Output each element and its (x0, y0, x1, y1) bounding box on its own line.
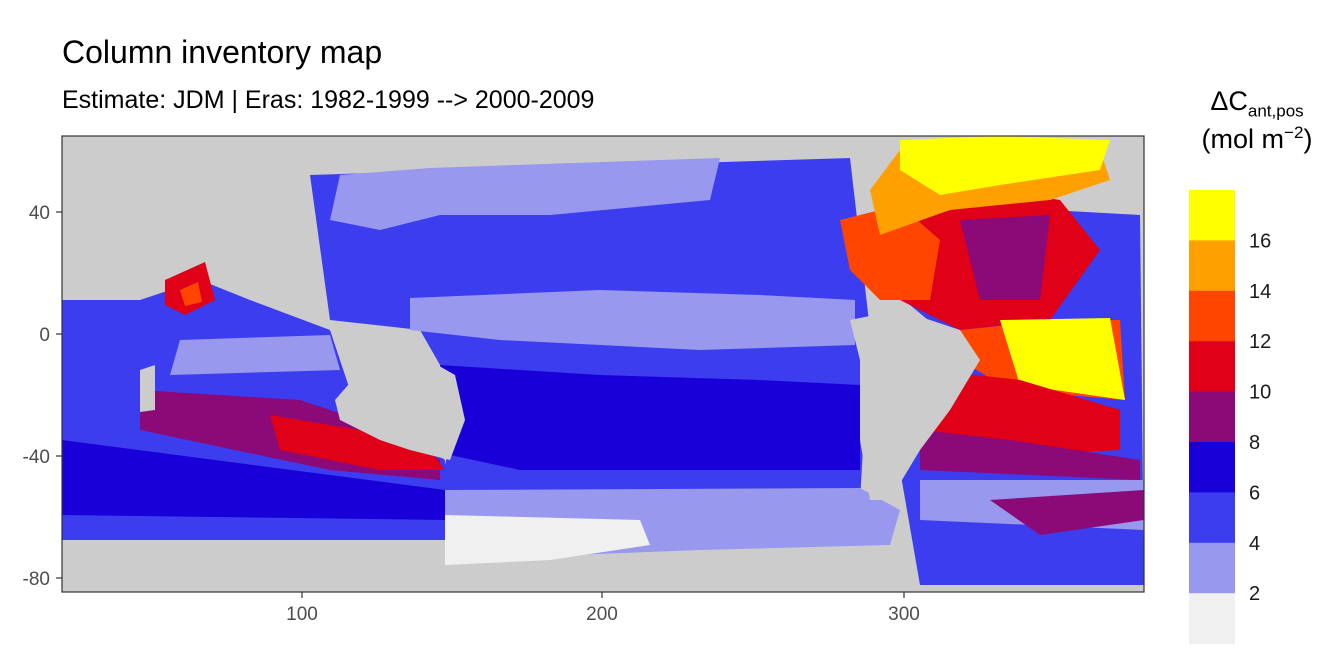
plot-border (61, 135, 1145, 593)
legend-break-label: 10 (1249, 382, 1271, 404)
ocean-map (62, 136, 1144, 585)
ocean-antarctic-pacific-sector (445, 515, 650, 565)
legend-break-label: 2 (1249, 583, 1260, 605)
ocean-south-atlantic-south (920, 430, 1140, 480)
ocean-indian-southern-band (62, 440, 445, 520)
y-tick-label: 0 (39, 325, 50, 346)
ocean-equatorial-pacific (410, 290, 855, 350)
legend-break-label: 16 (1249, 230, 1271, 252)
ocean-north-atlantic-max (900, 136, 1110, 195)
ocean-indian-equatorial (170, 335, 340, 375)
legend-color-bin (1189, 542, 1235, 594)
chart-subtitle: Estimate: JDM | Eras: 1982-1999 --> 2000… (62, 86, 595, 114)
y-tick-label: -80 (23, 569, 50, 590)
legend-labels: 16 14 12 10 8 6 4 2 (1249, 230, 1271, 605)
legend-break-label: 14 (1249, 281, 1271, 303)
x-tick-label: 300 (888, 604, 920, 625)
ocean-weddell-sea (990, 490, 1144, 535)
legend-color-bin (1189, 341, 1235, 393)
land-australia (335, 355, 465, 460)
chart-title: Column inventory map (62, 34, 383, 70)
ocean-south-pacific-gyre (440, 365, 860, 470)
ocean-tropical-atlantic-max (1000, 318, 1125, 400)
ocean-gulf-stream (840, 205, 940, 300)
x-axis (301, 592, 905, 598)
legend-break-label: 8 (1249, 432, 1260, 454)
y-tick-label: 40 (29, 203, 50, 224)
legend-title-variable: ΔCant,pos (1210, 86, 1304, 121)
y-axis (56, 211, 62, 579)
legend-color-bin (1189, 391, 1235, 443)
legend-break-label: 4 (1249, 533, 1260, 555)
legend-title-unit: (mol m−2) (1201, 123, 1313, 155)
legend-color-bin (1189, 240, 1235, 292)
legend-break-label: 12 (1249, 331, 1271, 353)
legend-color-bin (1189, 442, 1235, 493)
legend-color-bin (1189, 593, 1235, 645)
legend-break-label: 6 (1249, 482, 1260, 504)
legend-color-bin (1189, 492, 1235, 544)
legend-color-bin (1189, 190, 1235, 241)
x-tick-label: 100 (286, 604, 318, 625)
legend-title: ΔCant,pos (mol m−2) (1170, 84, 1344, 158)
y-tick-label: -40 (23, 447, 50, 468)
ocean-south-of-australia (270, 415, 445, 470)
ocean-arabian-sea-core (180, 282, 202, 306)
ocean-north-atlantic-gyre (960, 215, 1050, 300)
legend-colorbar (1189, 190, 1235, 645)
ocean-north-pacific-subpolar (330, 158, 720, 230)
ocean-south-atlantic-gyre (920, 370, 1120, 455)
x-tick-label: 200 (586, 604, 618, 625)
land-south-america (850, 310, 980, 500)
legend-color-bin (1189, 290, 1235, 342)
land-madagascar (140, 365, 155, 412)
